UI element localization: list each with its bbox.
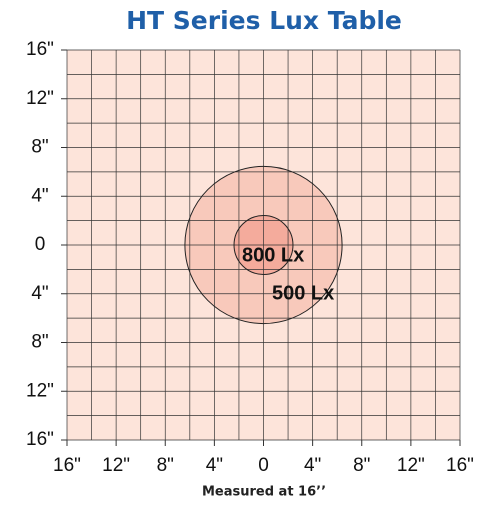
y-tick-label: 8"	[31, 137, 48, 158]
y-tick-label: 0	[35, 234, 46, 255]
y-tick-label: 8"	[31, 332, 48, 353]
y-tick-label: 16"	[26, 429, 54, 450]
x-tick-label: 8"	[353, 455, 370, 476]
lux-zone-outline	[233, 215, 294, 275]
x-tick-label: 4"	[304, 455, 321, 476]
x-tick-label: 16"	[446, 455, 474, 476]
chart-title: HT Series Lux Table	[126, 6, 402, 35]
x-tick-label: 0	[258, 455, 269, 476]
y-tick-label: 16"	[26, 39, 54, 60]
y-tick-label: 12"	[26, 88, 54, 109]
x-tick-label: 12"	[102, 455, 130, 476]
y-tick-label: 4"	[31, 283, 48, 304]
zone-label: 800 Lx	[242, 244, 304, 266]
x-tick-label: 12"	[397, 455, 425, 476]
footnote: Measured at 16’’	[202, 485, 326, 500]
y-tick-label: 4"	[31, 185, 48, 206]
y-tick-label: 12"	[26, 380, 54, 401]
x-tick-label: 8"	[157, 455, 174, 476]
lux-zone-outline	[184, 165, 343, 325]
x-tick-label: 16"	[53, 455, 81, 476]
zone-label: 500 Lx	[272, 282, 334, 304]
x-tick-label: 4"	[206, 455, 223, 476]
